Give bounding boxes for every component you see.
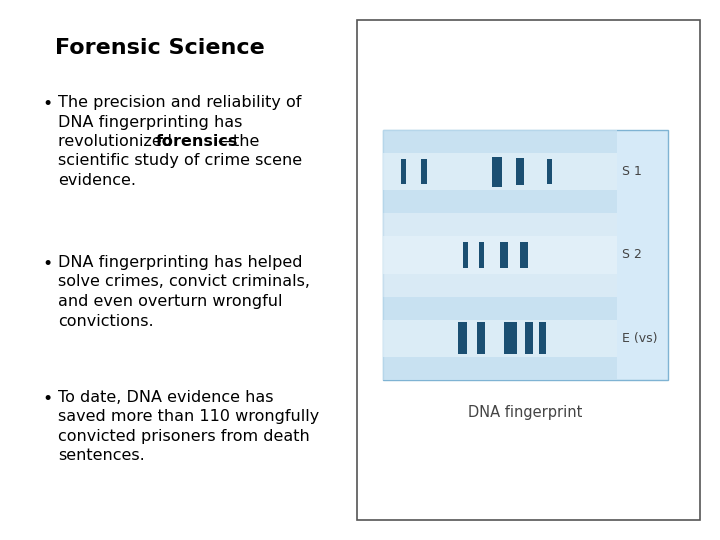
Bar xyxy=(539,322,546,354)
Text: The precision and reliability of: The precision and reliability of xyxy=(58,95,302,110)
Bar xyxy=(462,242,467,268)
Text: scientific study of crime scene: scientific study of crime scene xyxy=(58,153,302,168)
Text: revolutionized: revolutionized xyxy=(58,134,177,149)
Text: To date, DNA evidence has: To date, DNA evidence has xyxy=(58,390,274,405)
Text: DNA fingerprinting has helped: DNA fingerprinting has helped xyxy=(58,255,302,270)
Bar xyxy=(383,296,617,380)
Bar xyxy=(421,159,427,184)
Text: •: • xyxy=(42,390,53,408)
Bar xyxy=(521,242,528,268)
Text: DNA fingerprint: DNA fingerprint xyxy=(468,405,582,420)
Bar xyxy=(383,237,617,274)
Bar xyxy=(500,242,508,268)
Text: •: • xyxy=(42,255,53,273)
Text: convicted prisoners from death: convicted prisoners from death xyxy=(58,429,310,444)
Bar xyxy=(477,322,485,354)
Text: S 1: S 1 xyxy=(622,165,642,178)
Text: convictions.: convictions. xyxy=(58,314,153,328)
Bar xyxy=(383,130,617,213)
Text: and even overturn wrongful: and even overturn wrongful xyxy=(58,294,282,309)
Text: evidence.: evidence. xyxy=(58,173,136,188)
Bar xyxy=(383,213,617,296)
Bar xyxy=(383,153,617,191)
Bar xyxy=(479,242,484,268)
Text: •: • xyxy=(42,95,53,113)
Text: DNA fingerprinting has: DNA fingerprinting has xyxy=(58,114,243,130)
Bar xyxy=(383,320,617,357)
Text: E (vs): E (vs) xyxy=(622,332,658,345)
Bar xyxy=(505,322,517,354)
Bar xyxy=(400,159,406,184)
Bar xyxy=(547,159,552,184)
Bar xyxy=(492,157,502,186)
Text: —the: —the xyxy=(217,134,259,149)
Text: Forensic Science: Forensic Science xyxy=(55,38,265,58)
Bar xyxy=(357,20,700,520)
Bar xyxy=(383,130,668,380)
Bar xyxy=(458,322,467,354)
Bar xyxy=(516,158,523,185)
Bar xyxy=(525,322,533,354)
Text: S 2: S 2 xyxy=(622,248,642,261)
Text: forensics: forensics xyxy=(156,134,238,149)
Text: sentences.: sentences. xyxy=(58,449,145,463)
Text: solve crimes, convict criminals,: solve crimes, convict criminals, xyxy=(58,274,310,289)
Text: saved more than 110 wrongfully: saved more than 110 wrongfully xyxy=(58,409,319,424)
